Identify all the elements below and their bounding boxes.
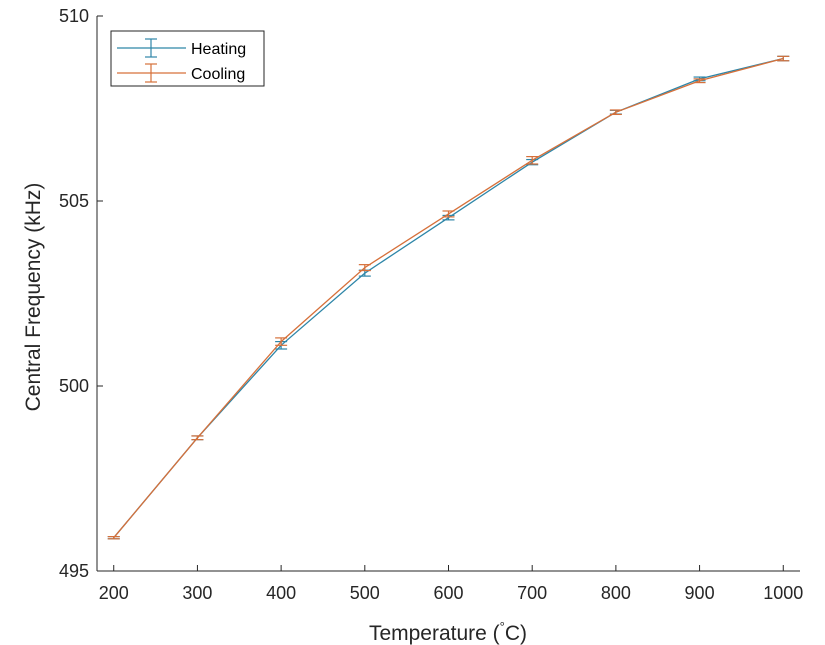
x-tick-label: 500 (350, 583, 380, 603)
plot-area (97, 16, 800, 571)
error-bar-cooling (442, 210, 455, 218)
x-tick-label: 200 (99, 583, 129, 603)
y-tick-label: 500 (59, 376, 89, 396)
legend-box (110, 30, 265, 87)
y-tick-label: 505 (59, 191, 89, 211)
x-tick-label: 300 (182, 583, 212, 603)
error-bar-cooling (693, 78, 706, 84)
x-tick-label: 700 (517, 583, 547, 603)
error-bar-cooling (107, 535, 120, 540)
legend-item-heating: Heating (117, 38, 246, 58)
x-tick-label: 900 (685, 583, 715, 603)
series-layer (107, 55, 790, 540)
y-tick-label: 510 (59, 6, 89, 26)
legend-item-cooling: Cooling (117, 63, 245, 83)
x-ticks: 200 300 400 500 600 700 800 900 1000 (99, 565, 803, 603)
error-bar-cooling (777, 55, 790, 62)
x-tick-label: 600 (433, 583, 463, 603)
error-bar-cooling (526, 156, 539, 165)
error-bar-cooling (191, 435, 204, 441)
legend-label-heating: Heating (191, 41, 246, 58)
error-bar-cooling (358, 264, 371, 272)
y-tick-label: 495 (59, 561, 89, 581)
y-ticks: 495 500 505 510 (59, 6, 103, 581)
error-bar-cooling (275, 337, 288, 346)
x-tick-label: 800 (601, 583, 631, 603)
legend-label-cooling: Cooling (191, 66, 245, 83)
x-axis-title: Temperature (°C) (369, 619, 527, 645)
error-bar-cooling (609, 109, 622, 116)
x-tick-label: 400 (266, 583, 296, 603)
series-cooling (107, 55, 790, 540)
y-axis-title: Central Frequency (kHz) (22, 183, 45, 412)
x-tick-label: 1000 (763, 583, 803, 603)
legend: Heating Cooling (110, 30, 265, 87)
